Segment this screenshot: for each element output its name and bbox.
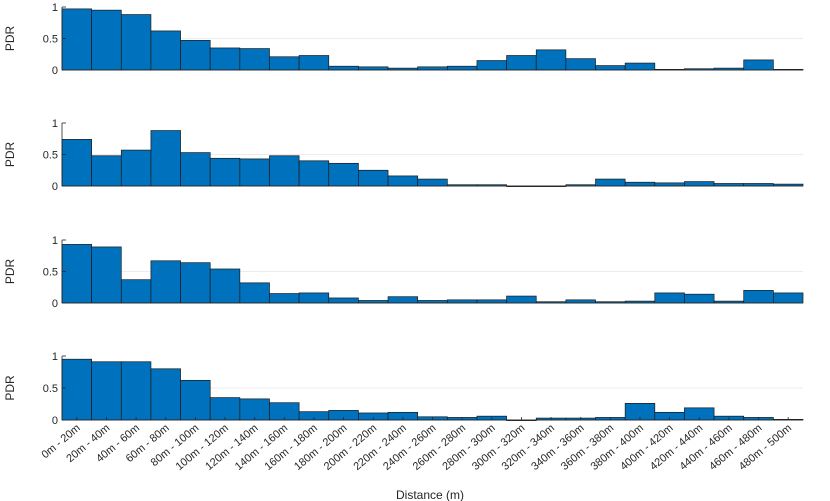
y-axis-label: PDR (3, 259, 17, 285)
bar-1-15 (476, 60, 507, 71)
bar-2-22 (684, 181, 715, 187)
bar-1-8 (269, 56, 300, 71)
bar-1-7 (239, 48, 270, 71)
y-tick-label: 1 (52, 118, 58, 130)
bar-3-18 (565, 299, 596, 304)
y-axis-label: PDR (3, 375, 17, 401)
bar-1-16 (506, 55, 537, 71)
bar-2-4 (150, 130, 181, 187)
y-tick-label: 0.5 (43, 267, 58, 279)
bar-1-9 (298, 55, 330, 71)
subplot-2: 0 0.5 1 PDR (3, 118, 804, 193)
bar-1-17 (535, 49, 567, 71)
bar-1-10 (328, 65, 359, 71)
y-tick-label: 0 (52, 65, 58, 77)
bar-3-3 (120, 279, 152, 304)
y-tick-label: 0.5 (43, 383, 58, 395)
y-tick-label: 0 (52, 181, 58, 193)
x-axis-label: Distance (m) (396, 488, 464, 501)
bar-4-5 (180, 379, 211, 421)
bar-4-7 (239, 398, 270, 421)
bar-2-2 (91, 155, 122, 187)
bar-1-6 (209, 47, 241, 71)
bar-1-18 (565, 58, 596, 71)
bar-3-25 (773, 292, 804, 304)
bar-4-1 (61, 358, 92, 421)
y-axis-label: PDR (3, 26, 17, 52)
bar-2-9 (298, 160, 330, 187)
bar-1-11 (358, 66, 389, 71)
bar-4-3 (120, 361, 152, 421)
y-tick-label: 1 (52, 351, 58, 363)
bar-2-10 (328, 162, 359, 187)
bar-3-8 (269, 293, 300, 304)
y-tick-label: 1 (52, 2, 58, 14)
bar-3-21 (654, 292, 685, 304)
bar-1-19 (595, 65, 626, 71)
bar-1-2 (91, 9, 122, 71)
y-tick-label: 0 (52, 298, 58, 310)
y-tick-label: 0.5 (43, 34, 58, 46)
bar-3-24 (743, 290, 774, 304)
y-tick-label: 1 (52, 235, 58, 247)
subplot-3: 0 0.5 1 PDR (3, 235, 804, 310)
bar-3-4 (150, 260, 181, 304)
bar-3-7 (239, 282, 270, 304)
bar-2-7 (239, 158, 270, 187)
subplot-1: 0 0.5 1 PDR (3, 2, 804, 77)
y-tick-label: 0.5 (43, 150, 58, 162)
bar-2-21 (654, 182, 685, 187)
y-axis-label: PDR (3, 142, 17, 168)
bar-4-4 (150, 368, 181, 421)
bar-3-16 (506, 295, 537, 304)
bar-2-20 (624, 181, 656, 187)
bar-1-4 (150, 30, 181, 71)
bar-2-1 (61, 139, 92, 187)
bar-1-5 (180, 40, 211, 71)
bar-3-14 (446, 299, 478, 304)
bar-3-5 (180, 262, 211, 304)
bar-1-3 (120, 14, 152, 71)
bar-2-6 (209, 157, 241, 187)
bar-2-5 (180, 152, 211, 187)
bar-3-10 (328, 297, 359, 304)
bar-4-6 (209, 397, 241, 421)
bar-3-22 (684, 293, 715, 304)
bar-2-11 (358, 169, 389, 187)
bar-2-19 (595, 178, 626, 187)
bar-2-12 (387, 175, 419, 187)
bar-3-15 (476, 299, 507, 304)
bar-1-20 (624, 62, 656, 71)
subplot-4: 0 0.5 1 PDR (3, 351, 804, 427)
bar-3-12 (387, 296, 419, 304)
bar-3-6 (209, 268, 241, 304)
bar-1-14 (446, 65, 478, 71)
bar-1-24 (743, 59, 774, 71)
x-tick-label: 480m - 500m (737, 422, 794, 473)
bar-4-2 (91, 361, 122, 421)
bar-2-3 (120, 149, 152, 187)
bar-2-13 (417, 178, 448, 187)
bar-1-1 (61, 8, 92, 71)
bar-3-1 (61, 244, 92, 304)
bar-3-9 (298, 292, 330, 304)
bar-2-8 (269, 155, 300, 187)
bar-1-13 (417, 66, 448, 71)
y-tick-label: 0 (52, 415, 58, 427)
bar-3-2 (91, 246, 122, 304)
subplots: 0 0.5 1 PDR 0 0.5 1 PDR 0 0.5 1 PDR 0 0.5 1 PDR (3, 2, 804, 427)
